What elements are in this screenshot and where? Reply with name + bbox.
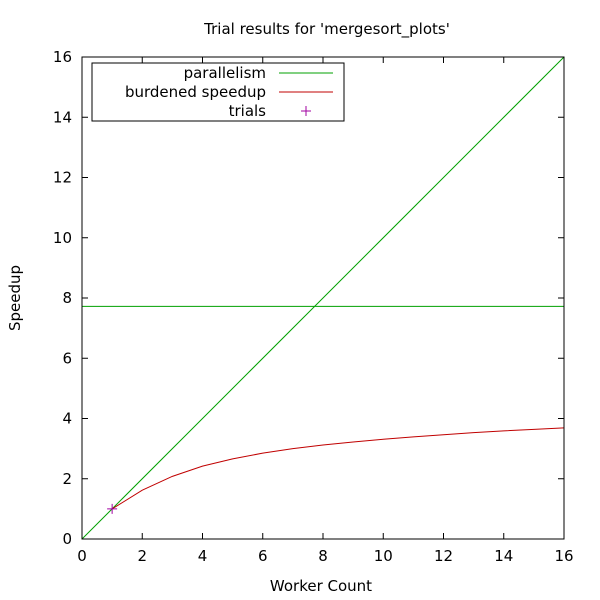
y-tick-label: 2 [62, 470, 72, 488]
point-trials [107, 503, 118, 514]
legend-label-burdened-speedup: burdened speedup [125, 83, 266, 101]
x-axis-label: Worker Count [270, 577, 372, 595]
x-tick-label: 12 [434, 547, 453, 565]
series-layer [81, 56, 565, 540]
series-line-parallelism-0 [81, 56, 565, 540]
x-tick-label: 2 [137, 547, 147, 565]
y-tick-label: 12 [53, 169, 72, 187]
legend-swatch-trials [301, 106, 311, 116]
y-tick-label: 10 [53, 229, 72, 247]
legend-label-parallelism: parallelism [184, 64, 266, 82]
y-tick-label: 16 [53, 48, 72, 66]
chart-title: Trial results for 'mergesort_plots' [203, 20, 450, 39]
legend-label-trials: trials [229, 102, 267, 120]
x-tick-label: 10 [374, 547, 393, 565]
series-line-burdened-speedup-2 [111, 427, 565, 510]
y-axis-label: Speedup [6, 265, 24, 331]
y-tick-label: 8 [62, 289, 72, 307]
x-tick-label: 14 [494, 547, 513, 565]
x-tick-label: 8 [318, 547, 328, 565]
y-tick-label: 0 [62, 530, 72, 548]
x-tick-label: 6 [258, 547, 268, 565]
plot-frame [81, 56, 565, 540]
y-tick-label: 6 [62, 349, 72, 367]
y-tick-label: 4 [62, 410, 72, 428]
x-tick-label: 4 [198, 547, 208, 565]
x-tick-label: 0 [77, 547, 87, 565]
x-tick-label: 16 [554, 547, 573, 565]
y-tick-label: 14 [53, 108, 72, 126]
